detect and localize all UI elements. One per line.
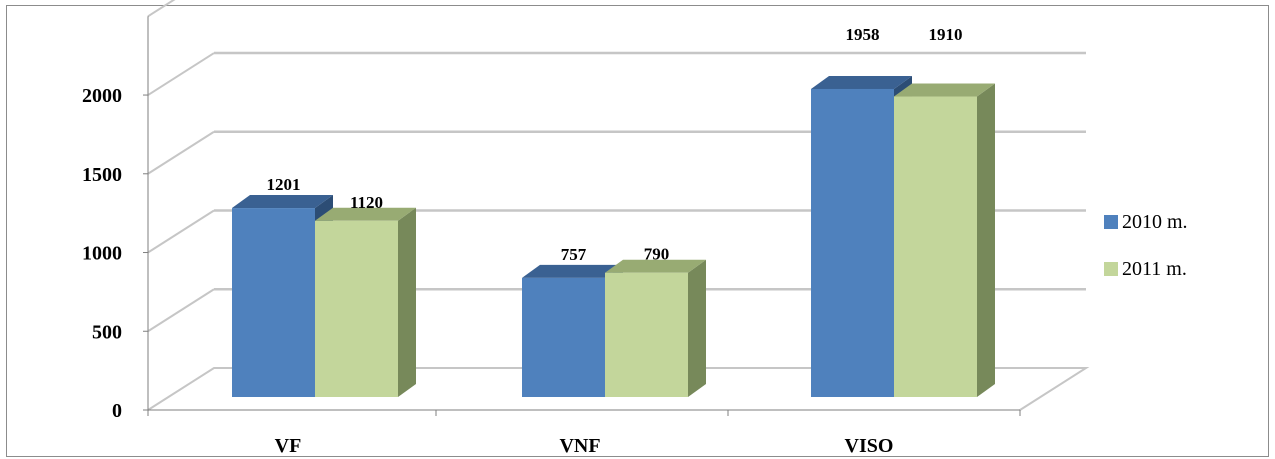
side-gridline xyxy=(147,288,215,333)
legend-label: 2011 m. xyxy=(1122,258,1187,280)
data-label: 790 xyxy=(644,245,670,264)
legend-swatch xyxy=(1104,215,1118,229)
legend-label: 2010 m. xyxy=(1122,211,1188,233)
bar-side xyxy=(688,259,706,397)
data-label: 1120 xyxy=(350,193,383,212)
data-label: 1910 xyxy=(929,25,963,44)
side-gridline xyxy=(147,52,215,96)
y-tick-label: 2000 xyxy=(82,85,122,107)
bar-top xyxy=(315,207,416,221)
legend: 2010 m. 2011 m. xyxy=(1104,211,1188,280)
bar-top xyxy=(811,75,912,89)
bar xyxy=(522,277,605,397)
legend-swatch xyxy=(1104,262,1118,276)
y-tick-label: 1000 xyxy=(82,243,122,265)
axes xyxy=(143,16,1021,416)
y-tick-label: 500 xyxy=(92,321,122,343)
bar-top xyxy=(894,83,995,97)
x-category-label: VISO xyxy=(845,435,894,457)
bar xyxy=(894,96,977,398)
bar xyxy=(605,272,688,397)
bar xyxy=(315,220,398,397)
y-tick-label: 1500 xyxy=(82,164,122,186)
side-gridline xyxy=(147,0,176,18)
bar-top xyxy=(232,195,333,209)
side-gridline xyxy=(147,130,215,175)
x-category-label: VF xyxy=(275,435,302,457)
y-tick-label: 0 xyxy=(112,400,122,422)
side-gridline xyxy=(147,209,215,254)
bar-side xyxy=(398,207,416,397)
bar-side xyxy=(977,83,995,398)
x-category-label: VNF xyxy=(559,435,600,457)
bars xyxy=(232,75,995,398)
bar-top xyxy=(522,264,623,278)
bar xyxy=(811,88,894,397)
bar xyxy=(232,208,315,397)
data-label: 1958 xyxy=(846,25,880,44)
bar-top xyxy=(605,259,706,273)
labels: 0 500 1000 1500 2000 VF VNF VISO 1201 1120 757 790 1… xyxy=(82,25,963,457)
data-label: 1201 xyxy=(267,175,301,194)
data-label: 757 xyxy=(561,245,587,264)
